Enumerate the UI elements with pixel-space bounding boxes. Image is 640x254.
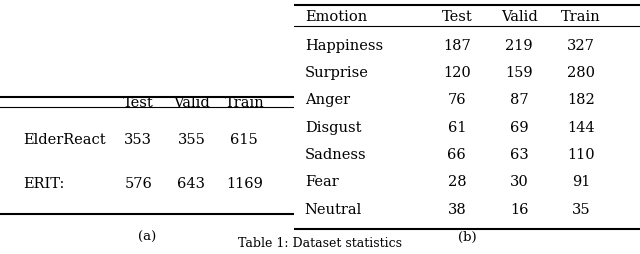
Text: 144: 144 (568, 120, 595, 134)
Text: Neutral: Neutral (305, 202, 362, 216)
Text: 355: 355 (177, 133, 205, 147)
Text: 643: 643 (177, 176, 205, 190)
Text: 35: 35 (572, 202, 591, 216)
Text: 76: 76 (447, 93, 466, 107)
Text: 66: 66 (447, 148, 466, 161)
Text: 87: 87 (509, 93, 529, 107)
Text: Sadness: Sadness (305, 148, 366, 161)
Text: ERIT:: ERIT: (24, 176, 65, 190)
Text: 576: 576 (124, 176, 152, 190)
Text: 219: 219 (505, 39, 533, 53)
Text: ElderReact: ElderReact (24, 133, 106, 147)
Text: Test: Test (123, 96, 154, 110)
Text: Valid: Valid (500, 10, 538, 23)
Text: 280: 280 (567, 66, 595, 80)
Text: 615: 615 (230, 133, 258, 147)
Text: 120: 120 (443, 66, 470, 80)
Text: 187: 187 (443, 39, 470, 53)
Text: 327: 327 (567, 39, 595, 53)
Text: Emotion: Emotion (305, 10, 367, 23)
Text: 61: 61 (447, 120, 466, 134)
Text: 63: 63 (509, 148, 529, 161)
Text: 1169: 1169 (226, 176, 263, 190)
Text: 159: 159 (505, 66, 533, 80)
Text: 30: 30 (509, 175, 529, 188)
Text: (b): (b) (458, 230, 477, 243)
Text: Train: Train (561, 10, 601, 23)
Text: 110: 110 (568, 148, 595, 161)
Text: 182: 182 (568, 93, 595, 107)
Text: Fear: Fear (305, 175, 339, 188)
Text: Valid: Valid (173, 96, 210, 110)
Text: 69: 69 (509, 120, 529, 134)
Text: Happiness: Happiness (305, 39, 383, 53)
Text: Train: Train (225, 96, 264, 110)
Text: 353: 353 (124, 133, 152, 147)
Text: 16: 16 (510, 202, 528, 216)
Text: 91: 91 (572, 175, 591, 188)
Text: Table 1: Dataset statistics: Table 1: Dataset statistics (238, 236, 402, 249)
Text: (a): (a) (138, 230, 156, 243)
Text: 28: 28 (447, 175, 466, 188)
Text: Disgust: Disgust (305, 120, 361, 134)
Text: Anger: Anger (305, 93, 350, 107)
Text: Surprise: Surprise (305, 66, 369, 80)
Text: Test: Test (442, 10, 472, 23)
Text: 38: 38 (447, 202, 466, 216)
